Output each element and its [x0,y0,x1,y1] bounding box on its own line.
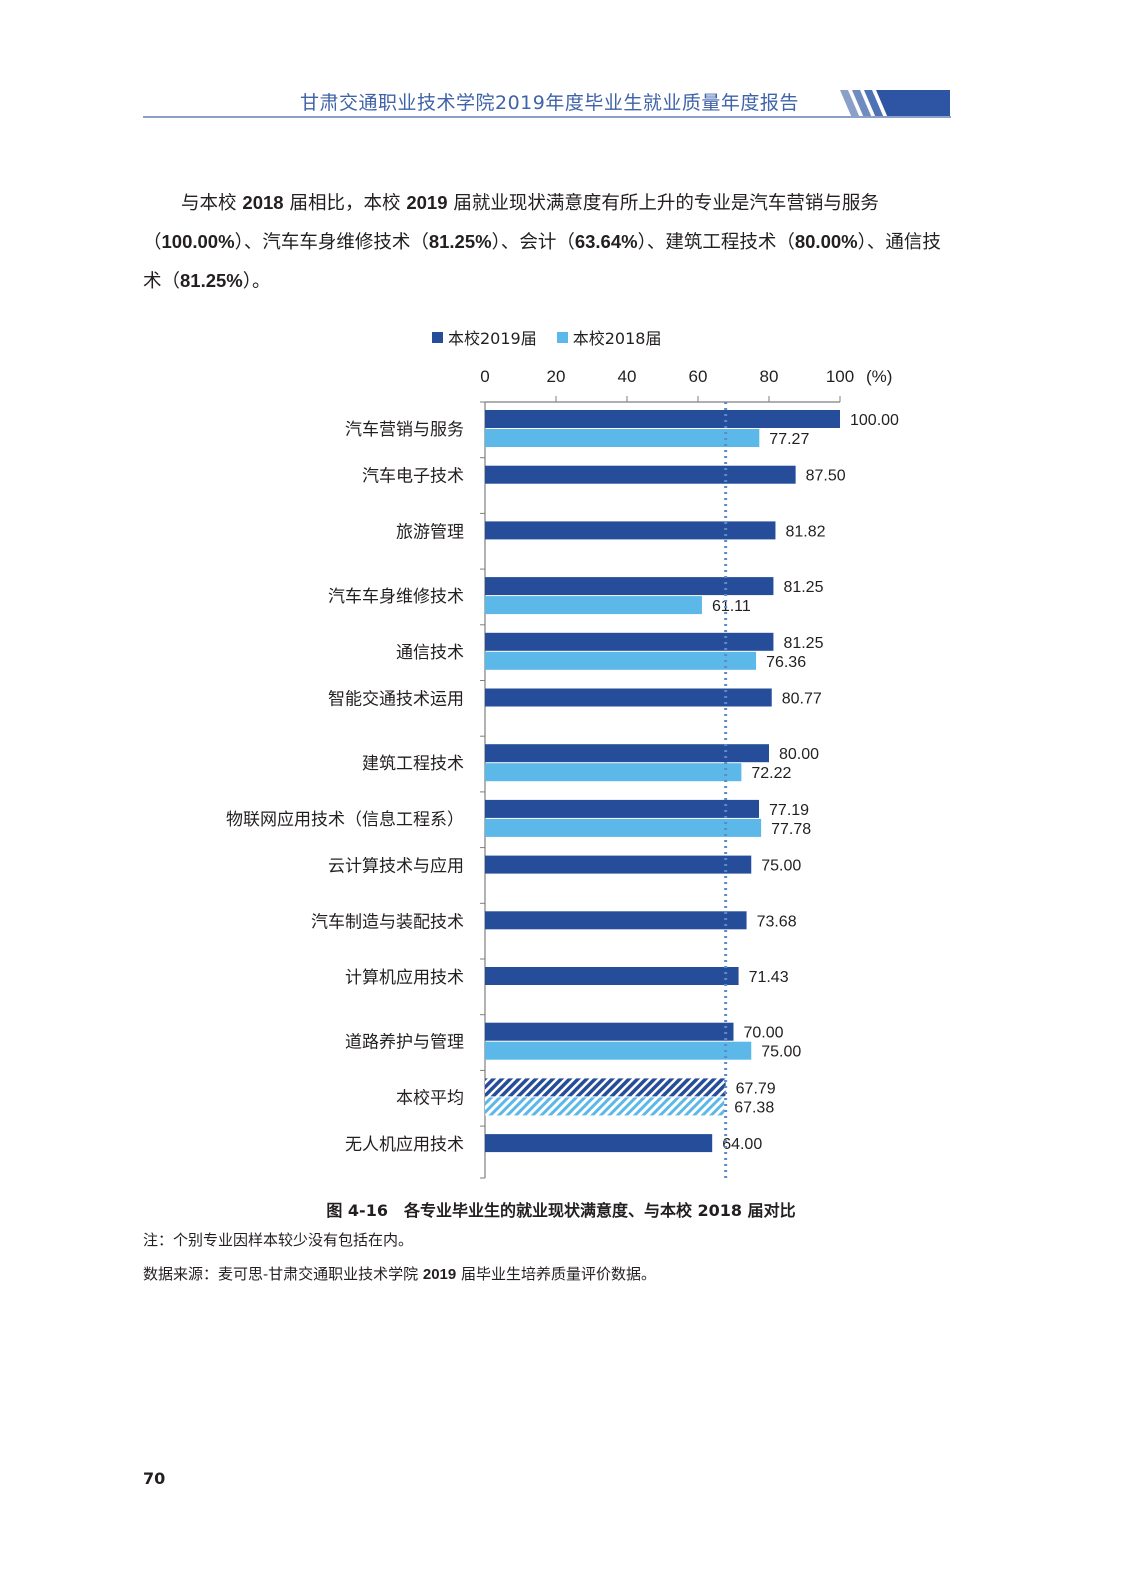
chart-note: 注：个别专业因样本较少没有包括在内。 [143,1231,414,1249]
bar-2019 [485,577,774,596]
bar-2019 [485,1078,726,1097]
category-label: 本校平均 [396,1088,464,1108]
bar-2018 [485,763,742,782]
legend-item-2019: 本校2019届 [432,325,537,349]
page-header-title: 甘肃交通职业技术学院2019年度毕业生就业质量年度报告 [300,92,799,114]
bar-chart: 0 20 40 60 80 100 (%) 汽车营销与服务 100.00 77.27 汽车电子技术 8… [226,367,899,1179]
data-source-note: 数据来源：麦可思-甘肃交通职业技术学院 2019 届毕业生培养质量评价数据。 [143,1265,657,1283]
bar-2019 [485,855,752,874]
category-label: 汽车制造与装配技术 [311,912,464,932]
bar-2019 [485,465,796,484]
data-label-2019: 71.43 [749,969,789,986]
legend-swatch-2018 [556,331,568,343]
data-label-2018: 67.38 [734,1099,774,1116]
legend-swatch-2019 [432,331,443,343]
category-label: 建筑工程技术 [362,754,464,774]
category-label: 汽车营销与服务 [345,420,464,440]
category-label: 物联网应用技术（信息工程系） [226,810,464,830]
data-label-2018: 77.78 [771,821,811,838]
bar-2019 [485,1134,713,1153]
data-label-2018: 72.22 [751,765,791,782]
bar-2019 [485,967,739,985]
bar-2019 [485,911,747,930]
bar-2019 [485,521,776,540]
data-label-2019: 100.00 [850,412,899,429]
data-label-2019: 75.00 [761,858,801,875]
category-label: 汽车车身维修技术 [328,587,464,607]
legend-label-2019: 本校2019届 [448,329,537,348]
x-axis-unit-label: (%) [866,367,892,386]
data-label-2019: 80.77 [782,691,822,708]
data-label-2019: 67.79 [736,1080,776,1097]
category-label: 计算机应用技术 [345,968,464,988]
chart-legend: 本校2019届 本校2018届 [432,325,661,349]
data-label-2018: 61.11 [712,598,751,615]
data-label-2018: 77.27 [769,431,809,448]
data-label-2019: 81.25 [783,635,823,652]
data-label-2018: 76.36 [766,654,806,671]
summary-paragraph: 与本校 2018 届相比，本校 2019 届就业现状满意度有所上升的专业是汽车营… [143,192,941,292]
bar-2018 [485,651,757,670]
legend-label-2018: 本校2018届 [572,329,662,348]
category-label: 通信技术 [396,643,464,663]
category-label: 汽车电子技术 [362,467,464,487]
bar-2019 [485,688,772,707]
page-number: 70 [143,1469,166,1488]
bar-2019 [485,410,840,428]
bar-2019 [485,799,760,818]
data-label-2019: 77.19 [769,802,809,819]
category-label: 道路养护与管理 [345,1033,464,1053]
bar-2018 [485,1041,752,1060]
data-label-2019: 87.50 [806,468,846,485]
data-label-2019: 81.82 [785,523,825,540]
data-label-2019: 81.25 [783,579,823,596]
data-label-2018: 75.00 [761,1044,801,1061]
category-label: 旅游管理 [396,522,464,542]
x-tick-label: 100 [826,367,854,386]
category-label: 无人机应用技术 [345,1135,464,1155]
bar-2018 [485,596,702,615]
figure-caption: 图 4-16 各专业毕业生的就业现状满意度、与本校 2018 届对比 [326,1201,796,1220]
data-label-2019: 73.68 [757,913,797,930]
x-tick-label: 80 [760,367,779,386]
x-tick-label: 60 [689,367,708,386]
header-divider [143,116,951,118]
bar-2019 [485,744,769,763]
bar-2018 [485,429,760,447]
x-tick-label: 20 [547,367,566,386]
data-label-2019: 70.00 [744,1025,784,1042]
category-label: 云计算技术与应用 [328,857,464,877]
data-label-2019: 64.00 [722,1136,762,1153]
header-stripe-decoration [840,90,950,118]
x-tick-label: 40 [618,367,637,386]
bar-2018 [485,818,762,837]
category-label: 智能交通技术运用 [328,690,464,710]
data-label-2019: 80.00 [779,746,819,763]
legend-item-2018: 本校2018届 [556,325,662,349]
bar-2018 [485,1097,725,1116]
bar-2019 [485,1022,734,1041]
bar-2019 [485,632,774,651]
x-tick-label: 0 [480,367,489,386]
